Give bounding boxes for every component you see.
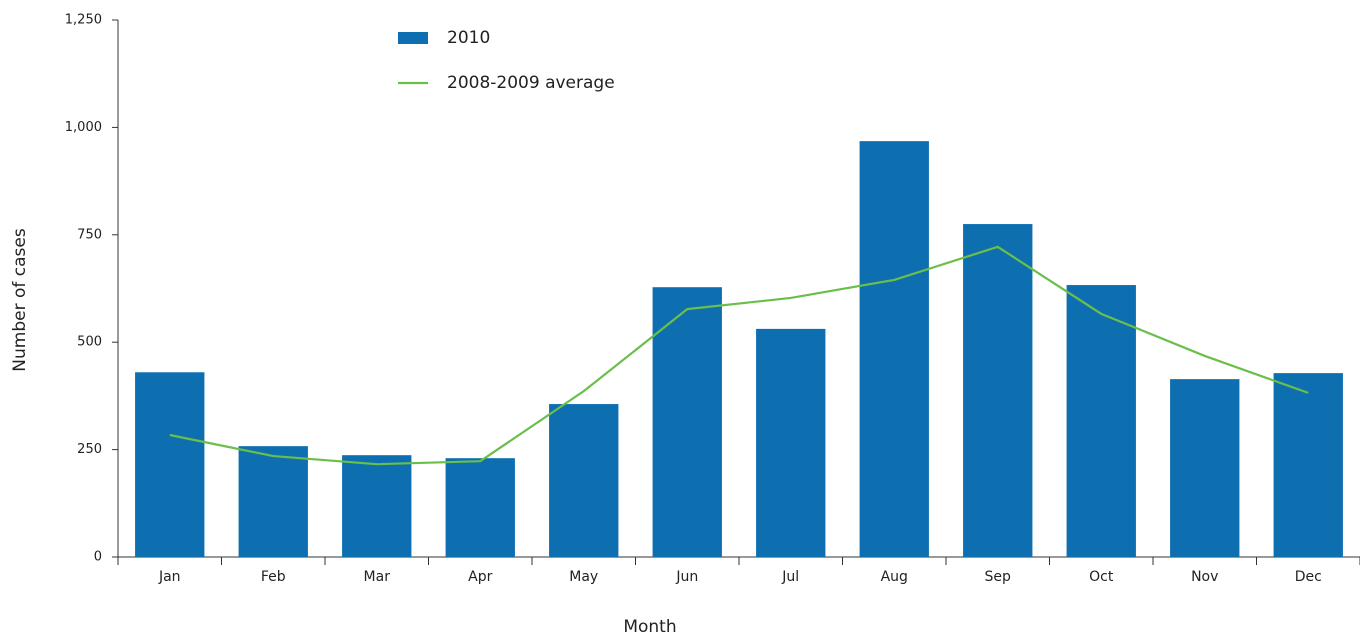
y-tick-label: 1,250 [65, 13, 102, 28]
x-tick-label: Nov [1191, 569, 1218, 585]
y-tick-label: 1,000 [65, 120, 102, 135]
bar [342, 455, 412, 557]
x-tick-label: Aug [881, 569, 908, 585]
x-tick-label: Feb [261, 569, 286, 585]
x-tick-label: May [569, 569, 598, 585]
line [169, 245, 1309, 466]
bar [1170, 379, 1240, 557]
bar [963, 224, 1033, 557]
bar [756, 328, 826, 557]
x-tick-label: Jan [158, 569, 181, 585]
x-tick-label: Sep [985, 569, 1012, 585]
bar [652, 287, 722, 557]
y-tick-label: 0 [94, 550, 102, 565]
x-tick-label: Mar [364, 569, 391, 585]
x-axis-label: Month [623, 617, 676, 635]
x-tick-label: Jun [675, 569, 698, 585]
bar [445, 458, 515, 557]
y-tick-label: 750 [77, 227, 102, 242]
y-tick-label: 250 [77, 442, 102, 457]
x-tick-label: Dec [1295, 569, 1322, 585]
x-tick-label: Apr [468, 569, 492, 585]
x-tick-label: Oct [1089, 569, 1114, 585]
bar [238, 446, 308, 557]
x-tick-label: Jul [781, 569, 799, 585]
legend-label: 2010 [447, 28, 490, 48]
legend-label: 2008-2009 average [447, 73, 615, 93]
bar [549, 404, 619, 557]
y-tick-label: 500 [77, 335, 102, 350]
legend-swatch [398, 32, 428, 44]
bar [135, 372, 205, 557]
bar [1066, 285, 1136, 557]
bar [1273, 373, 1343, 557]
bar [859, 141, 929, 557]
y-axis-label: Number of cases [10, 228, 30, 372]
